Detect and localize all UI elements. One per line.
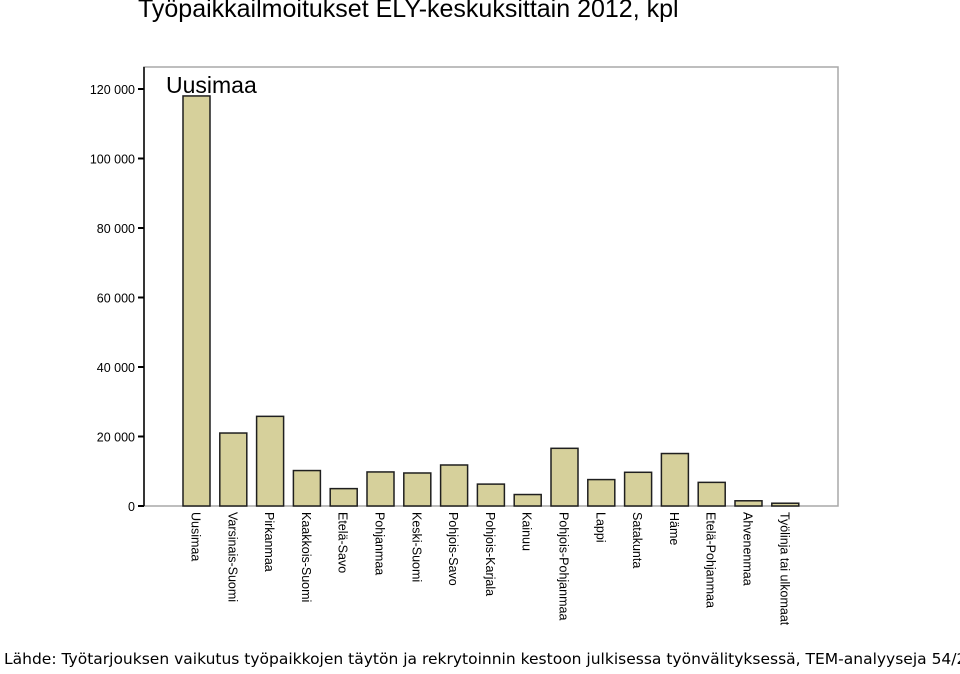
chart-annotation: Uusimaa bbox=[166, 72, 257, 98]
x-tick-label: Etelä-Savo bbox=[336, 512, 350, 573]
bar bbox=[476, 483, 506, 507]
x-tick-label: Lappi bbox=[593, 512, 607, 543]
plot-frame bbox=[143, 66, 839, 507]
bar bbox=[623, 471, 653, 507]
y-tick-label: 20 000 bbox=[97, 431, 135, 445]
bar bbox=[734, 500, 763, 507]
x-tick-label: Keski-Suomi bbox=[409, 512, 423, 582]
bar bbox=[182, 95, 211, 507]
x-tick-label: Häme bbox=[667, 512, 681, 545]
x-tick-label: Uusimaa bbox=[189, 512, 203, 561]
bar bbox=[292, 469, 322, 507]
x-tick-label: Pohjois-Karjala bbox=[483, 512, 497, 596]
x-tick-label: Pirkanmaa bbox=[262, 512, 276, 572]
bar bbox=[550, 447, 579, 507]
y-tick-label: 80 000 bbox=[97, 222, 135, 236]
x-tick-label: Työlinja tai ulkomaat bbox=[777, 512, 791, 626]
bar bbox=[366, 471, 395, 507]
x-tick-label: Ahvenenmaa bbox=[741, 512, 755, 586]
y-tick-label: 120 000 bbox=[90, 83, 135, 97]
bar bbox=[403, 472, 432, 507]
y-tick-label: 40 000 bbox=[97, 361, 135, 375]
bar bbox=[697, 481, 726, 507]
x-tick-label: Etelä-Pohjanmaa bbox=[704, 512, 718, 608]
source-note: Lähde: Työtarjouksen vaikutus työpaikkoj… bbox=[4, 650, 960, 668]
y-tick-label: 60 000 bbox=[97, 292, 135, 306]
chart-title: Työpaikkailmoitukset ELY-keskuksittain 2… bbox=[138, 0, 679, 23]
x-tick-label: Pohjois-Pohjanmaa bbox=[557, 512, 571, 620]
bar bbox=[439, 464, 469, 507]
bar bbox=[255, 415, 285, 507]
x-tick-label: Pohjanmaa bbox=[373, 512, 387, 575]
bar bbox=[513, 493, 542, 507]
y-axis: 0 20 000 40 000 60 000 80 000 100 000 120 000 bbox=[90, 67, 145, 514]
x-tick-label: Satakunta bbox=[630, 512, 644, 568]
bar bbox=[660, 452, 690, 507]
bar bbox=[771, 502, 800, 507]
x-tick-label: Kaakkois-Suomi bbox=[299, 512, 313, 602]
bar bbox=[329, 487, 358, 507]
x-tick-label: Pohjois-Savo bbox=[446, 512, 460, 586]
bar bbox=[219, 432, 248, 507]
bar bbox=[587, 478, 616, 507]
bars bbox=[182, 95, 800, 507]
x-axis-labels: Uusimaa Varsinais-Suomi Pirkanmaa Kaakkois-… bbox=[189, 512, 792, 626]
x-tick-label: Kainuu bbox=[520, 512, 534, 551]
y-tick-label: 0 bbox=[128, 500, 135, 514]
y-tick-label: 100 000 bbox=[90, 153, 135, 167]
x-tick-label: Varsinais-Suomi bbox=[225, 512, 239, 602]
